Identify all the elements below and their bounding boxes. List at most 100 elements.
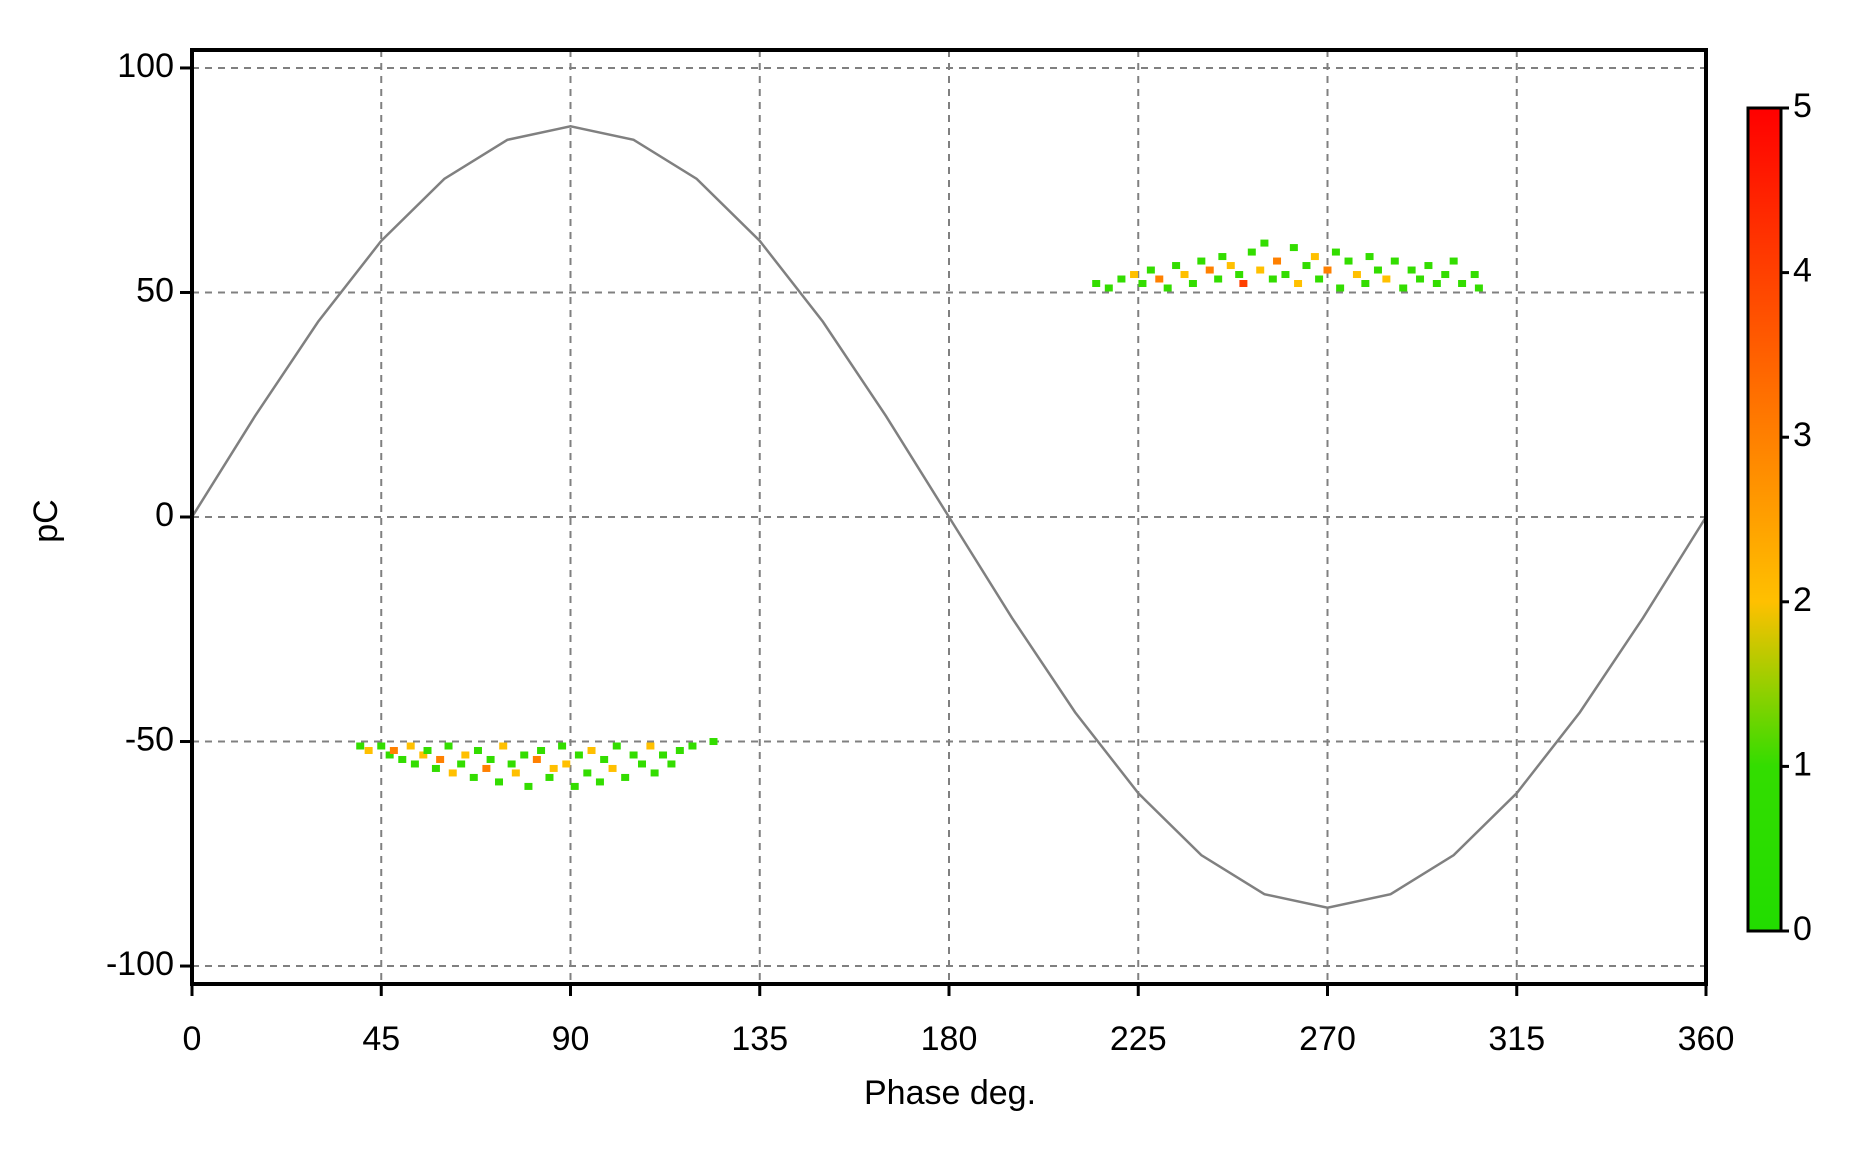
pd-point xyxy=(524,782,533,790)
pd-point xyxy=(1226,262,1235,270)
x-tick-label: 360 xyxy=(1678,1020,1735,1058)
pd-point xyxy=(1432,280,1441,287)
pd-point xyxy=(1268,275,1277,283)
pd-point xyxy=(389,747,398,754)
pd-point xyxy=(545,773,554,781)
pd-point xyxy=(1130,271,1139,279)
pd-point xyxy=(486,755,495,763)
pd-point xyxy=(356,742,365,750)
pd-point xyxy=(1247,248,1256,256)
pd-point xyxy=(1104,284,1113,292)
y-tick-label: 100 xyxy=(117,47,174,85)
pd-point xyxy=(1260,239,1269,247)
pd-point xyxy=(1155,275,1164,283)
pd-point xyxy=(1407,266,1416,274)
pd-point xyxy=(1214,275,1223,283)
pd-point xyxy=(709,738,718,746)
pd-point xyxy=(1256,266,1265,274)
pd-point xyxy=(587,747,596,754)
pd-point xyxy=(1180,271,1189,279)
x-tick-label: 90 xyxy=(552,1020,590,1058)
pd-point xyxy=(377,742,386,750)
pd-point xyxy=(1310,253,1319,261)
pd-point xyxy=(1365,253,1374,261)
colorbar-tick-label: 1 xyxy=(1793,745,1812,783)
pd-point xyxy=(520,751,529,759)
pd-point xyxy=(1336,284,1345,292)
pd-point xyxy=(659,751,668,759)
pd-point xyxy=(537,747,546,754)
plot-frame xyxy=(190,48,1708,986)
pd-point xyxy=(482,764,491,772)
pd-point xyxy=(1344,257,1353,265)
pd-point xyxy=(1361,280,1370,287)
pd-point xyxy=(1092,280,1101,287)
pd-point xyxy=(574,751,583,759)
pd-point xyxy=(1399,284,1408,292)
pd-point xyxy=(549,764,558,772)
pd-point xyxy=(1294,280,1303,287)
pd-point xyxy=(1281,271,1290,279)
pd-point xyxy=(457,760,466,768)
pd-point xyxy=(1172,262,1181,270)
pd-point xyxy=(1441,271,1450,279)
pd-point xyxy=(650,769,659,777)
pd-point xyxy=(444,742,453,750)
x-axis-label: Phase deg. xyxy=(864,1074,1036,1112)
pd-point xyxy=(583,769,592,777)
pd-point xyxy=(667,760,676,768)
pd-point xyxy=(398,755,407,763)
colorbar xyxy=(1746,106,1783,933)
pd-point xyxy=(1331,248,1340,256)
pd-point xyxy=(1302,262,1311,270)
pd-point xyxy=(646,742,655,750)
pd-point xyxy=(595,778,604,786)
pd-point xyxy=(562,760,571,768)
pd-point xyxy=(629,751,638,759)
pd-point xyxy=(621,773,630,781)
pd-point xyxy=(1273,257,1282,265)
pd-point xyxy=(1235,271,1244,279)
pd-point xyxy=(1163,284,1172,292)
pd-point xyxy=(448,769,457,777)
pd-point xyxy=(1138,280,1147,287)
pd-point xyxy=(1416,275,1425,283)
y-tick-label: 0 xyxy=(155,496,174,534)
pd-point xyxy=(1117,275,1126,283)
pd-point xyxy=(1382,275,1391,283)
pd-point xyxy=(637,760,646,768)
pd-point xyxy=(600,755,609,763)
pd-point xyxy=(385,751,394,759)
pd-point xyxy=(410,760,419,768)
pd-point xyxy=(608,764,617,772)
x-tick-label: 315 xyxy=(1488,1020,1545,1058)
pd-point xyxy=(1323,266,1332,274)
x-tick-label: 225 xyxy=(1110,1020,1167,1058)
pd-point xyxy=(1188,280,1197,287)
pd-point xyxy=(1289,244,1298,252)
pd-point xyxy=(423,747,432,754)
pd-point xyxy=(1449,257,1458,265)
pd-point xyxy=(406,742,415,750)
pd-point xyxy=(570,782,579,790)
x-tick-label: 45 xyxy=(362,1020,400,1058)
x-tick-label: 135 xyxy=(731,1020,788,1058)
pd-point xyxy=(1352,271,1361,279)
pd-point xyxy=(507,760,516,768)
pd-point xyxy=(419,751,428,759)
y-axis-label: pC xyxy=(27,499,65,542)
x-tick-label: 180 xyxy=(921,1020,978,1058)
colorbar-tick-label: 2 xyxy=(1793,581,1812,619)
pd-point xyxy=(511,769,520,777)
pd-point xyxy=(431,764,440,772)
pd-point xyxy=(1474,284,1483,292)
pd-point xyxy=(558,742,567,750)
pd-point xyxy=(495,778,504,786)
pd-point xyxy=(1205,266,1214,274)
pd-point xyxy=(1239,280,1248,287)
colorbar-tick-label: 0 xyxy=(1793,910,1812,948)
pd-point xyxy=(1218,253,1227,261)
pd-point xyxy=(675,747,684,754)
